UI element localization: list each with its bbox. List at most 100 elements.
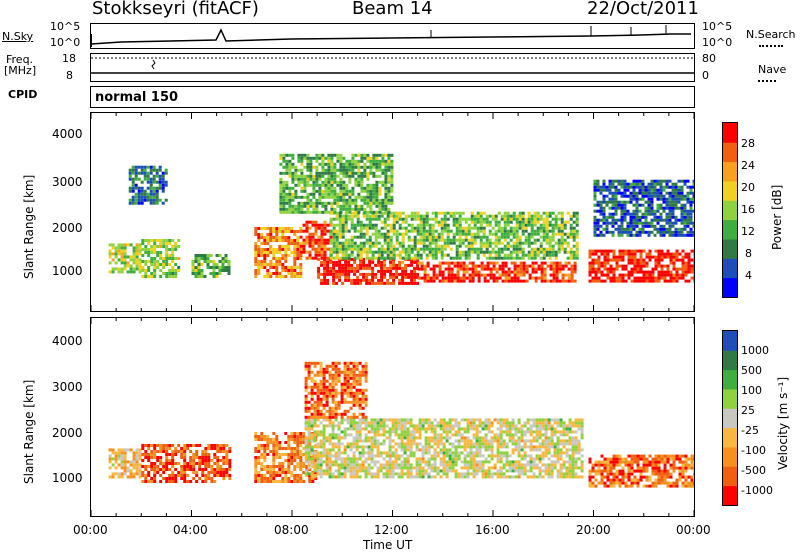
heatmap-cell [572, 250, 576, 254]
heatmap-cell [138, 448, 142, 452]
heatmap-cell [345, 189, 349, 193]
heatmap-cell [436, 442, 440, 446]
heatmap-cell [669, 261, 673, 265]
heatmap-cell [617, 203, 621, 207]
power-cbar-tick-4: 16 [741, 203, 755, 216]
heatmap-cell [162, 465, 166, 468]
freq-label: Freq. [6, 53, 34, 66]
heatmap-cell [611, 200, 615, 204]
heatmap-cell [521, 226, 525, 230]
heatmap-cell [197, 257, 201, 260]
heatmap-cell [530, 241, 534, 245]
heatmap-cell [416, 272, 420, 276]
heatmap-cell [334, 457, 338, 461]
heatmap-cell [135, 457, 139, 461]
heatmap-cell [666, 273, 670, 277]
heatmap-cell [290, 459, 294, 462]
heatmap-cell [524, 226, 528, 230]
heatmap-cell [275, 227, 279, 230]
heatmap-cell [638, 188, 642, 192]
heatmap-cell [512, 235, 516, 239]
heatmap-cell [494, 229, 498, 233]
heatmap-cell [302, 441, 306, 444]
heatmap-cell [144, 456, 148, 459]
heatmap-cell [650, 197, 654, 201]
heatmap-cell [300, 201, 304, 205]
heatmap-cell [521, 232, 525, 236]
heatmap-cell [602, 182, 606, 186]
heatmap-cell [431, 226, 435, 230]
heatmap-cell [132, 249, 136, 253]
heatmap-cell [376, 472, 380, 476]
heatmap-cell [313, 436, 317, 440]
heatmap-cell [403, 421, 407, 425]
heatmap-cell [155, 171, 159, 175]
heatmap-cell [539, 250, 543, 254]
heatmap-cell [257, 260, 261, 263]
heatmap-cell [465, 276, 469, 280]
heatmap-cell [287, 453, 291, 456]
heatmap-cell [533, 229, 537, 233]
heatmap-cell [627, 252, 631, 256]
heatmap-cell [340, 430, 344, 434]
heatmap-cell [296, 435, 300, 438]
heatmap-cell [290, 471, 294, 474]
heatmap-cell [351, 153, 355, 157]
heatmap-cell [159, 245, 163, 248]
heatmap-cell [413, 235, 417, 239]
heatmap-cell [379, 466, 383, 470]
heatmap-cell [120, 249, 124, 253]
heatmap-cell [600, 261, 604, 265]
heatmap-cell [146, 171, 150, 175]
heatmap-cell [527, 256, 531, 260]
heatmap-cell [605, 218, 609, 222]
heatmap-cell [386, 223, 390, 227]
heatmap-cell [330, 159, 334, 163]
heatmap-cell [421, 448, 425, 452]
heatmap-cell [269, 260, 273, 263]
heatmap-cell [439, 457, 443, 461]
heatmap-cell [614, 227, 618, 231]
heatmap-cell [439, 448, 443, 452]
heatmap-cell [683, 233, 687, 237]
heatmap-cell [653, 215, 657, 219]
heatmap-cell [150, 275, 154, 278]
heatmap-cell [282, 165, 286, 169]
heatmap-cell [672, 261, 676, 265]
heatmap-cell [489, 273, 493, 277]
heatmap-cell [525, 270, 529, 274]
heatmap-cell [361, 463, 365, 467]
heatmap-cell [389, 211, 393, 215]
heatmap-cell [310, 418, 314, 422]
heatmap-cell [288, 186, 292, 190]
heatmap-cell [326, 269, 330, 273]
heatmap-cell [266, 438, 270, 441]
heatmap-cell [400, 466, 404, 470]
heatmap-cell [449, 256, 453, 260]
heatmap-cell [602, 188, 606, 192]
heatmap-cell [397, 421, 401, 425]
heatmap-cell [361, 427, 365, 431]
heatmap-cell [596, 182, 600, 186]
heatmap-cell [641, 212, 645, 216]
heatmap-cell [506, 244, 510, 248]
heatmap-cell [439, 460, 443, 464]
heatmap-cell [299, 242, 303, 245]
heatmap-cell [564, 273, 568, 277]
heatmap-cell [281, 480, 285, 483]
heatmap-cell [215, 272, 219, 275]
heatmap-cell [327, 186, 331, 190]
heatmap-cell [569, 214, 573, 218]
heatmap-cell [421, 472, 425, 476]
heatmap-cell [534, 279, 538, 283]
heatmap-cell [403, 451, 407, 455]
heatmap-cell [308, 238, 312, 242]
heatmap-cell [503, 211, 507, 215]
heatmap-cell [539, 241, 543, 245]
heatmap-cell [135, 243, 139, 247]
heatmap-cell [350, 223, 354, 227]
heatmap-cell [390, 168, 394, 172]
heatmap-cell [680, 206, 684, 210]
heatmap-cell [659, 191, 663, 195]
heatmap-cell [413, 266, 417, 270]
